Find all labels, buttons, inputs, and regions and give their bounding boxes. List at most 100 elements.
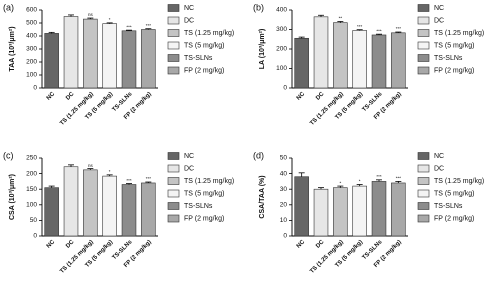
x-tick-label: NC <box>296 91 307 102</box>
y-tick-label: 200 <box>276 46 287 53</box>
x-tick-label: NC <box>296 239 307 250</box>
y-tick-label: 20 <box>280 202 288 209</box>
legend-label: DC <box>184 17 194 24</box>
x-tick-label: NC <box>46 91 57 102</box>
legend-label: TS-SLNs <box>184 55 213 62</box>
legend-swatch <box>417 66 430 75</box>
legend-label: TS (5 mg/kg) <box>434 190 474 197</box>
y-tick-label: 50 <box>280 155 288 162</box>
x-tick-label: NC <box>46 239 57 250</box>
legend-swatch <box>167 189 180 198</box>
bar <box>371 181 387 237</box>
legend-swatch <box>417 177 430 185</box>
y-tick-label: 400 <box>26 33 37 40</box>
bar <box>313 16 329 89</box>
legend-swatch <box>167 177 180 185</box>
significance-label: *** <box>376 174 382 179</box>
legend-swatch <box>417 152 430 160</box>
bar <box>333 22 348 89</box>
bar <box>391 182 406 237</box>
panel-label: (d) <box>253 150 264 160</box>
y-tick-label: 10 <box>280 217 288 224</box>
bar <box>141 29 156 89</box>
significance-label: * <box>109 17 111 22</box>
significance-label: *** <box>357 24 363 29</box>
legend-swatch <box>417 202 430 210</box>
y-tick-label: 300 <box>26 46 37 53</box>
legend-swatch <box>417 54 430 62</box>
bar <box>352 30 367 89</box>
y-axis-label: CSA (10³/μm²) <box>9 174 16 220</box>
legend-swatch <box>167 29 180 37</box>
legend-label: DC <box>184 165 194 172</box>
legend-label: FP (2 mg/kg) <box>184 215 224 222</box>
panel-label: (a) <box>3 2 14 12</box>
y-tick-label: 100 <box>26 72 37 79</box>
legend-label: TS-SLNs <box>184 203 213 210</box>
legend-swatch <box>417 16 430 25</box>
y-tick-label: 200 <box>26 170 37 177</box>
bar <box>121 30 137 89</box>
legend-label: TS (5 mg/kg) <box>184 42 224 49</box>
bar <box>83 169 98 237</box>
bar <box>44 187 59 237</box>
significance-label: *** <box>396 176 402 181</box>
legend-label: FP (2 mg/kg) <box>184 67 224 74</box>
x-tick-label: DC <box>65 91 76 102</box>
panel-label: (b) <box>253 2 264 12</box>
legend-swatch <box>417 189 430 198</box>
y-axis-label: TAA (10³/μm²) <box>9 26 16 71</box>
significance-label: *** <box>126 24 132 29</box>
legend-label: TS (1.25 mg/kg) <box>184 178 234 185</box>
x-tick-label: DC <box>315 91 326 102</box>
y-tick-label: 300 <box>276 26 287 33</box>
legend-label: NC <box>434 153 444 160</box>
significance-label: * <box>339 180 341 185</box>
legend-label: NC <box>434 5 444 12</box>
legend-label: TS (5 mg/kg) <box>434 42 474 49</box>
legend-swatch <box>167 66 180 75</box>
legend-swatch <box>167 4 180 12</box>
y-tick-label: 150 <box>26 186 37 193</box>
significance-label: *** <box>376 28 382 33</box>
significance-label: *** <box>146 23 152 28</box>
bar <box>102 23 117 89</box>
bar <box>44 33 59 89</box>
legend-swatch <box>417 164 430 173</box>
bar <box>63 166 79 237</box>
y-tick-label: 0 <box>283 233 287 240</box>
legend-swatch <box>167 164 180 173</box>
legend-swatch <box>167 16 180 25</box>
y-tick-label: 250 <box>26 155 37 162</box>
y-tick-label: 200 <box>26 59 37 66</box>
bar <box>294 176 309 237</box>
legend-swatch <box>417 214 430 223</box>
legend-label: TS-SLNs <box>434 55 463 62</box>
bar <box>371 34 387 89</box>
bar <box>102 175 117 237</box>
y-tick-label: 0 <box>33 85 37 92</box>
y-tick-label: 40 <box>280 170 288 177</box>
legend-swatch <box>167 202 180 210</box>
y-tick-label: 500 <box>26 20 37 27</box>
y-tick-label: 100 <box>276 65 287 72</box>
significance-label: ns <box>88 163 94 168</box>
bar <box>83 18 98 89</box>
legend-swatch <box>167 214 180 223</box>
significance-label: *** <box>146 176 152 181</box>
significance-label: ns <box>88 12 94 17</box>
x-tick-label: DC <box>315 239 326 250</box>
legend-label: TS (1.25 mg/kg) <box>434 178 484 185</box>
y-axis-label: LA (10³/μm²) <box>259 29 266 70</box>
bar <box>313 188 329 237</box>
legend-label: NC <box>184 5 194 12</box>
bar <box>141 182 156 237</box>
y-tick-label: 0 <box>33 233 37 240</box>
legend-label: TS (1.25 mg/kg) <box>434 30 484 37</box>
panel-label: (c) <box>3 150 14 160</box>
legend-swatch <box>167 54 180 62</box>
legend-label: TS (1.25 mg/kg) <box>184 30 234 37</box>
significance-label: *** <box>126 178 132 183</box>
